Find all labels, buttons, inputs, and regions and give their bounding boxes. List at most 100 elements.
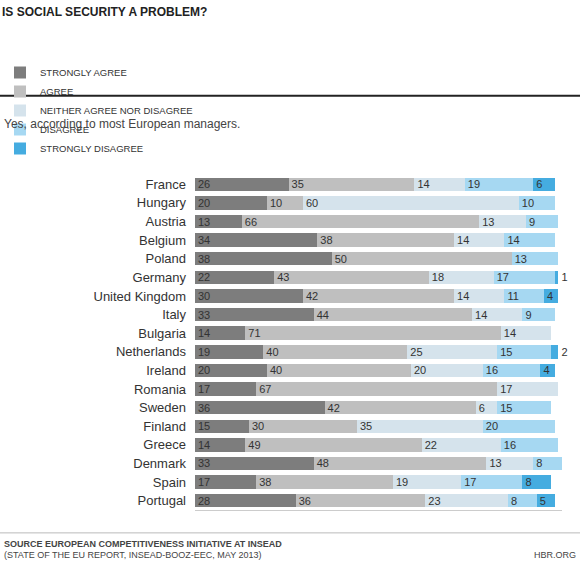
svg-text:20: 20 xyxy=(414,364,426,376)
svg-text:42: 42 xyxy=(306,290,318,302)
svg-text:SOURCE EUROPEAN COMPETITIVENES: SOURCE EUROPEAN COMPETITIVENESS INITIATI… xyxy=(4,539,282,549)
svg-text:14: 14 xyxy=(457,234,469,246)
svg-text:(STATE OF THE EU REPORT, INSEA: (STATE OF THE EU REPORT, INSEAD-BOOZ-EEC… xyxy=(4,550,262,560)
svg-text:16: 16 xyxy=(504,439,516,451)
svg-text:14: 14 xyxy=(457,290,469,302)
svg-text:5: 5 xyxy=(540,495,546,507)
svg-text:Germany: Germany xyxy=(133,270,187,285)
svg-text:36: 36 xyxy=(299,495,311,507)
svg-text:13: 13 xyxy=(515,253,527,265)
svg-text:19: 19 xyxy=(198,346,210,358)
svg-text:Ireland: Ireland xyxy=(146,363,186,378)
svg-text:26: 26 xyxy=(198,178,210,190)
svg-text:14: 14 xyxy=(504,327,516,339)
svg-text:11: 11 xyxy=(507,290,518,302)
svg-text:17: 17 xyxy=(198,476,210,488)
svg-text:13: 13 xyxy=(489,457,501,469)
svg-text:20: 20 xyxy=(198,197,210,209)
svg-text:42: 42 xyxy=(328,402,340,414)
svg-text:Sweden: Sweden xyxy=(139,400,186,415)
svg-text:33: 33 xyxy=(198,309,210,321)
svg-text:IS SOCIAL SECURITY A PROBLEM?: IS SOCIAL SECURITY A PROBLEM? xyxy=(2,5,207,19)
svg-text:16: 16 xyxy=(486,364,498,376)
svg-text:9: 9 xyxy=(529,216,535,228)
svg-text:17: 17 xyxy=(500,383,512,395)
svg-text:AGREE: AGREE xyxy=(40,86,73,97)
svg-text:44: 44 xyxy=(317,309,329,321)
svg-text:67: 67 xyxy=(259,383,271,395)
svg-text:60: 60 xyxy=(306,197,318,209)
svg-text:38: 38 xyxy=(320,234,332,246)
svg-text:43: 43 xyxy=(277,271,289,283)
svg-text:22: 22 xyxy=(425,439,437,451)
svg-text:Hungary: Hungary xyxy=(137,195,187,210)
svg-text:Netherlands: Netherlands xyxy=(116,344,187,359)
svg-text:14: 14 xyxy=(198,327,210,339)
svg-text:34: 34 xyxy=(198,234,210,246)
svg-text:13: 13 xyxy=(482,216,494,228)
svg-text:19: 19 xyxy=(468,178,480,190)
svg-text:17: 17 xyxy=(198,383,210,395)
svg-text:22: 22 xyxy=(198,271,210,283)
svg-text:71: 71 xyxy=(248,327,260,339)
svg-text:8: 8 xyxy=(525,476,531,488)
svg-text:Denmark: Denmark xyxy=(133,456,186,471)
svg-text:Belgium: Belgium xyxy=(139,233,186,248)
svg-text:10: 10 xyxy=(270,197,282,209)
svg-text:1: 1 xyxy=(561,271,567,283)
svg-text:STRONGLY AGREE: STRONGLY AGREE xyxy=(40,67,127,78)
svg-text:Yes, according to most Europea: Yes, according to most European managers… xyxy=(4,117,240,131)
svg-text:15: 15 xyxy=(198,420,210,432)
svg-text:9: 9 xyxy=(525,309,531,321)
svg-text:Greece: Greece xyxy=(143,437,186,452)
svg-text:35: 35 xyxy=(292,178,304,190)
svg-text:2: 2 xyxy=(561,346,567,358)
svg-text:Italy: Italy xyxy=(162,307,186,322)
svg-text:STRONGLY DISAGREE: STRONGLY DISAGREE xyxy=(40,143,143,154)
svg-text:20: 20 xyxy=(198,364,210,376)
svg-text:Romania: Romania xyxy=(134,382,187,397)
svg-text:18: 18 xyxy=(432,271,444,283)
svg-text:8: 8 xyxy=(536,457,542,469)
svg-text:Austria: Austria xyxy=(146,214,187,229)
svg-text:30: 30 xyxy=(252,420,264,432)
svg-text:30: 30 xyxy=(198,290,210,302)
svg-text:Portugal: Portugal xyxy=(138,493,187,508)
svg-text:14: 14 xyxy=(198,439,210,451)
svg-text:25: 25 xyxy=(410,346,422,358)
svg-text:10: 10 xyxy=(522,197,534,209)
svg-text:4: 4 xyxy=(543,364,549,376)
svg-text:49: 49 xyxy=(248,439,260,451)
svg-text:Finland: Finland xyxy=(143,419,186,434)
svg-text:17: 17 xyxy=(464,476,476,488)
svg-text:DISAGREE: DISAGREE xyxy=(40,124,89,135)
svg-text:40: 40 xyxy=(270,364,282,376)
svg-text:6: 6 xyxy=(536,178,542,190)
svg-text:66: 66 xyxy=(245,216,257,228)
svg-text:33: 33 xyxy=(198,457,210,469)
svg-text:23: 23 xyxy=(428,495,440,507)
svg-text:48: 48 xyxy=(317,457,329,469)
svg-text:14: 14 xyxy=(475,309,487,321)
svg-text:13: 13 xyxy=(198,216,210,228)
svg-text:36: 36 xyxy=(198,402,210,414)
svg-text:19: 19 xyxy=(396,476,408,488)
svg-text:28: 28 xyxy=(198,495,210,507)
svg-text:8: 8 xyxy=(511,495,517,507)
svg-text:15: 15 xyxy=(500,346,512,358)
svg-text:4: 4 xyxy=(547,290,553,302)
svg-text:38: 38 xyxy=(198,253,210,265)
svg-text:Spain: Spain xyxy=(153,475,186,490)
svg-text:15: 15 xyxy=(500,402,512,414)
svg-text:40: 40 xyxy=(266,346,278,358)
svg-text:14: 14 xyxy=(507,234,519,246)
svg-text:United Kingdom: United Kingdom xyxy=(94,289,187,304)
svg-text:50: 50 xyxy=(335,253,347,265)
svg-text:6: 6 xyxy=(479,402,485,414)
svg-text:NEITHER AGREE NOR DISAGREE: NEITHER AGREE NOR DISAGREE xyxy=(40,105,193,116)
svg-text:France: France xyxy=(146,177,186,192)
svg-text:14: 14 xyxy=(417,178,429,190)
svg-text:20: 20 xyxy=(486,420,498,432)
svg-text:35: 35 xyxy=(360,420,372,432)
svg-text:HBR.ORG: HBR.ORG xyxy=(534,550,576,560)
